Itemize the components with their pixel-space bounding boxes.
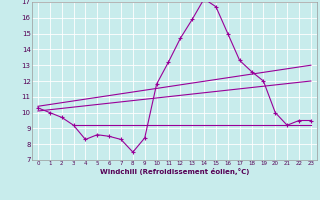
X-axis label: Windchill (Refroidissement éolien,°C): Windchill (Refroidissement éolien,°C) [100, 168, 249, 175]
